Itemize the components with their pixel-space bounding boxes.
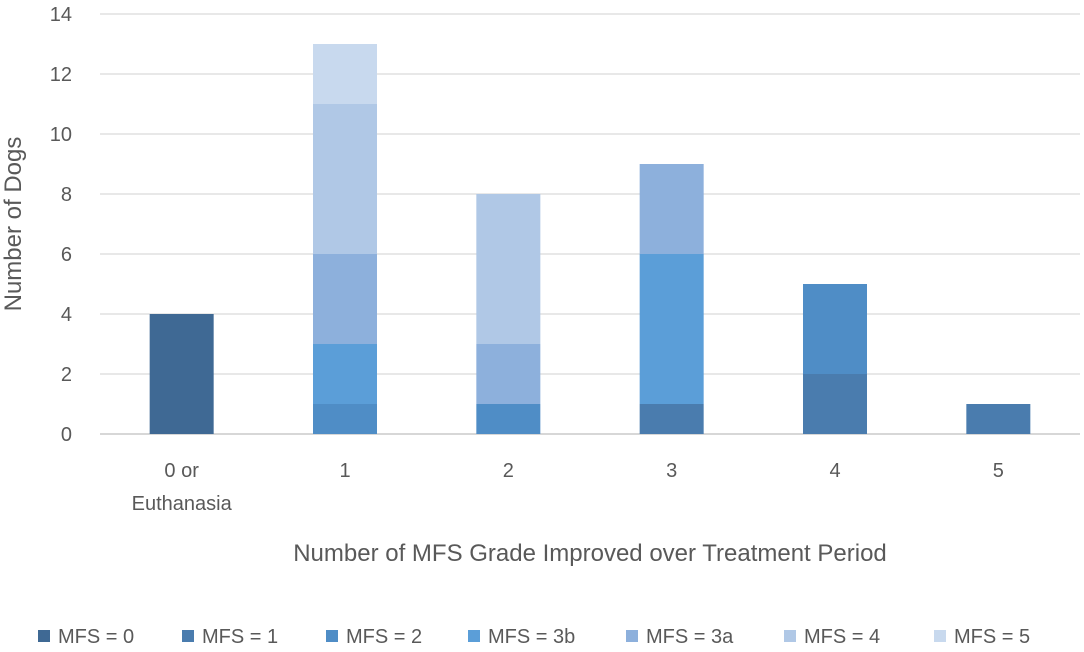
bar-segment-mfs-3a: [476, 344, 541, 404]
y-tick-label: 10: [50, 124, 72, 146]
y-tick-label: 14: [50, 4, 72, 26]
y-tick-label: 6: [61, 244, 72, 266]
bar-segment-mfs-3b: [313, 344, 377, 404]
x-tick-label: 4: [829, 460, 840, 482]
legend: MFS = 0 MFS = 1 MFS = 2 MFS = 3b MFS = 3a MFS…: [38, 626, 1030, 648]
bar-segment-mfs-2: [313, 404, 377, 434]
y-tick-labels: 0 2 4 6 8 10 12 14: [50, 4, 72, 446]
y-axis-title: Number of Dogs: [0, 137, 27, 312]
bar-segment-mfs-4: [476, 194, 541, 344]
bar-segment-mfs-2: [803, 284, 867, 374]
y-tick-label: 12: [50, 64, 72, 86]
x-tick-label: 0 or Euthanasia: [132, 460, 233, 515]
y-tick-label: 8: [61, 184, 72, 206]
legend-label: MFS = 2: [346, 626, 422, 648]
gridlines: [100, 13, 1080, 435]
y-tick-label: 2: [61, 364, 72, 386]
bars: [149, 44, 1031, 434]
x-tick-label: 5: [993, 460, 1004, 482]
legend-swatch: [934, 630, 946, 642]
legend-swatch: [182, 630, 194, 642]
bar-segment-mfs-1: [639, 404, 704, 434]
y-tick-label: 0: [61, 424, 72, 446]
bar-segment-mfs-2: [476, 404, 541, 434]
legend-label: MFS = 1: [202, 626, 278, 648]
x-tick-label: 1: [339, 460, 350, 482]
bar-segment-mfs-0: [149, 314, 214, 434]
legend-label: MFS = 0: [58, 626, 134, 648]
bar-segment-mfs-3a: [639, 164, 704, 254]
x-tick-label: 2: [503, 460, 514, 482]
bar-segment-mfs-4: [313, 104, 377, 254]
legend-label: MFS = 4: [804, 626, 880, 648]
bar-segment-mfs-3a: [313, 254, 377, 344]
y-tick-label: 4: [61, 304, 72, 326]
legend-swatch: [468, 630, 480, 642]
legend-label: MFS = 3a: [646, 626, 734, 648]
x-axis-title: Number of MFS Grade Improved over Treatm…: [293, 540, 887, 567]
legend-swatch: [326, 630, 338, 642]
legend-swatch: [38, 630, 50, 642]
bar-segment-mfs-1: [803, 374, 867, 434]
legend-label: MFS = 5: [954, 626, 1030, 648]
bar-segment-mfs-3b: [639, 254, 704, 404]
bar-segment-mfs-5: [313, 44, 377, 104]
x-tick-labels: 0 or Euthanasia 1 2 3 4 5: [132, 460, 1004, 515]
x-tick-label: 3: [666, 460, 677, 482]
bar-segment-mfs-1: [966, 404, 1031, 434]
legend-swatch: [784, 630, 796, 642]
legend-swatch: [626, 630, 638, 642]
legend-label: MFS = 3b: [488, 626, 575, 648]
